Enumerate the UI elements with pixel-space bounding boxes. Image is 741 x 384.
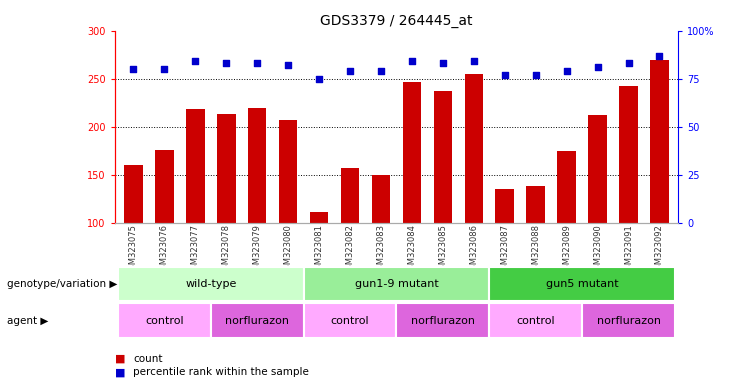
Point: [127, 66, 139, 72]
Text: control: control: [330, 316, 369, 326]
Point: [654, 53, 665, 59]
Text: norflurazon: norflurazon: [225, 316, 289, 326]
Bar: [248, 108, 267, 223]
Bar: [433, 91, 452, 223]
Point: [220, 60, 232, 66]
Bar: [557, 151, 576, 223]
Text: percentile rank within the sample: percentile rank within the sample: [133, 367, 309, 377]
Point: [468, 58, 479, 65]
Title: GDS3379 / 264445_at: GDS3379 / 264445_at: [320, 14, 473, 28]
Text: count: count: [133, 354, 163, 364]
Text: agent ▶: agent ▶: [7, 316, 49, 326]
Point: [159, 66, 170, 72]
Bar: [465, 74, 483, 223]
Bar: [496, 189, 514, 223]
Text: norflurazon: norflurazon: [597, 316, 660, 326]
Bar: [155, 150, 173, 223]
Point: [406, 58, 418, 65]
Point: [344, 68, 356, 74]
Point: [313, 76, 325, 82]
Bar: [650, 60, 668, 223]
Text: norflurazon: norflurazon: [411, 316, 475, 326]
Bar: [402, 82, 421, 223]
Bar: [186, 109, 205, 223]
Point: [499, 72, 511, 78]
Point: [530, 72, 542, 78]
Point: [437, 60, 449, 66]
Point: [591, 64, 603, 70]
Text: control: control: [145, 316, 184, 326]
Bar: [526, 186, 545, 223]
Point: [561, 68, 573, 74]
Text: wild-type: wild-type: [185, 279, 236, 289]
Bar: [341, 168, 359, 223]
Point: [375, 68, 387, 74]
Text: gun5 mutant: gun5 mutant: [546, 279, 619, 289]
Point: [190, 58, 202, 65]
Bar: [279, 120, 297, 223]
Text: genotype/variation ▶: genotype/variation ▶: [7, 279, 118, 289]
Point: [282, 62, 294, 68]
Text: ■: ■: [115, 354, 129, 364]
Bar: [619, 86, 638, 223]
Text: ■: ■: [115, 367, 129, 377]
Bar: [124, 165, 143, 223]
Bar: [217, 114, 236, 223]
Text: gun1-9 mutant: gun1-9 mutant: [354, 279, 439, 289]
Bar: [372, 175, 391, 223]
Point: [622, 60, 634, 66]
Text: control: control: [516, 316, 555, 326]
Bar: [310, 212, 328, 223]
Bar: [588, 115, 607, 223]
Point: [251, 60, 263, 66]
